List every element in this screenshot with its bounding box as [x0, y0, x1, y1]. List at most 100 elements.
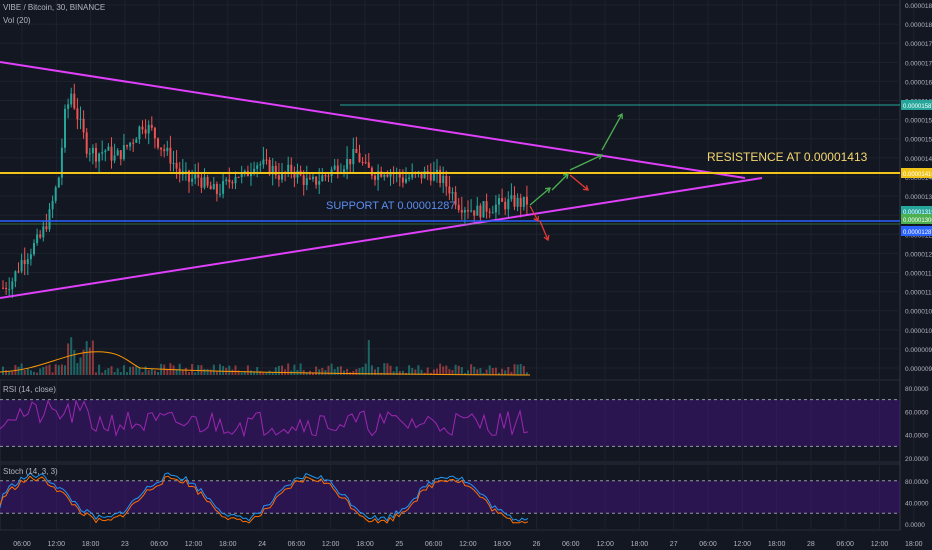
time-tick-label: 18:00	[356, 541, 374, 548]
candle-body	[206, 177, 209, 186]
volume-bar	[436, 368, 438, 375]
volume-bar	[467, 370, 469, 375]
candle-body	[116, 150, 119, 156]
candle-body	[367, 162, 370, 168]
candle-body	[352, 149, 355, 165]
rsi-pane[interactable]: 80.0000 60.0000 40.0000 20.0000	[0, 386, 929, 463]
price-badge	[901, 214, 932, 224]
volume-bar	[501, 368, 504, 375]
candle-body	[498, 198, 500, 205]
volume-bar	[364, 363, 367, 375]
stoch-k-line	[0, 472, 529, 522]
volume-bar	[491, 368, 494, 375]
volume-bar	[85, 341, 88, 375]
candle-body	[150, 124, 153, 128]
volume-bar	[315, 366, 318, 375]
volume-bar	[519, 363, 522, 375]
candle-body	[54, 187, 57, 201]
volume-bar	[494, 367, 497, 375]
time-tick-label: 28	[807, 541, 815, 548]
price-tick-label: 0.00000950	[905, 347, 932, 354]
volume-bar	[231, 369, 234, 375]
volume-bar	[212, 364, 215, 375]
candle-body	[361, 162, 364, 164]
volume-bar	[116, 368, 119, 375]
candle-body	[153, 127, 156, 139]
candle-body	[343, 169, 345, 172]
volume-bar	[222, 365, 225, 375]
volume-label: Vol (20)	[3, 16, 31, 25]
volume-ma-line	[0, 351, 531, 376]
price-badge	[901, 100, 932, 110]
candle-body	[95, 147, 97, 162]
candle-body	[308, 178, 311, 180]
volume-bar	[153, 370, 156, 375]
candle-body	[432, 171, 435, 181]
candle-body	[401, 177, 404, 183]
volume-bar	[370, 365, 373, 375]
volume-bar	[79, 357, 82, 375]
candle-body	[445, 175, 448, 187]
volume-bar	[439, 363, 442, 375]
price-axis[interactable]: 0.00001850 0.00001800 0.00001750 0.00001700…	[901, 3, 932, 373]
volume-bar	[126, 372, 128, 375]
time-tick-label: 06:00	[425, 541, 443, 548]
candle-body	[188, 170, 190, 182]
volume-bar	[14, 364, 17, 375]
candle-body	[132, 142, 135, 144]
volume-bar	[181, 369, 184, 375]
price-badge	[901, 206, 932, 216]
candle-body	[358, 152, 361, 163]
candle-body	[485, 201, 488, 212]
volume-bar	[262, 372, 265, 375]
volume-bar	[256, 367, 259, 375]
volume-bar	[448, 369, 451, 375]
time-tick-label: 12:00	[459, 541, 477, 548]
candle-body	[73, 93, 76, 109]
volume-bar	[33, 371, 35, 375]
volume-bar	[367, 340, 370, 375]
volume-bar	[197, 365, 200, 375]
candle-body	[442, 175, 445, 184]
candle-body	[377, 171, 380, 180]
time-tick-label: 06:00	[562, 541, 580, 548]
volume-bar	[48, 364, 51, 375]
drawing-overlays[interactable]	[0, 61, 900, 299]
candle-body	[451, 192, 454, 194]
candle-body	[318, 181, 321, 185]
volume-bar	[219, 364, 221, 375]
candlesticks[interactable]	[2, 83, 528, 299]
time-tick-label: 06:00	[699, 541, 717, 548]
candle-body	[408, 177, 411, 179]
candle-body	[513, 195, 516, 207]
candle-body	[91, 147, 94, 154]
candle-body	[333, 165, 336, 170]
candle-body	[70, 93, 73, 105]
price-tick-label: 0.00001750	[905, 41, 932, 48]
volume-bar	[454, 364, 457, 375]
volume-bar	[386, 363, 389, 375]
stoch-pane[interactable]: 80.0000 40.0000 0.0000	[0, 472, 929, 529]
time-axis[interactable]: 06:00 12:00 18:00 23 06:00 12:00 18:00 24 06:00 1…	[13, 541, 922, 548]
rsi-tick-label: 40.0000	[905, 433, 929, 440]
time-tick-label: 18:00	[219, 541, 237, 548]
volume-bar	[510, 371, 513, 375]
candle-body	[26, 259, 29, 265]
candle-body	[33, 243, 35, 255]
volume-bar	[417, 365, 420, 375]
time-tick-label: 23	[121, 541, 129, 548]
candle-body	[76, 108, 79, 120]
volume-bar	[98, 364, 101, 375]
volume-bar	[312, 372, 314, 375]
price-tick-label: 0.00001550	[905, 118, 932, 125]
candle-body	[119, 150, 122, 160]
candle-body	[383, 174, 386, 177]
volume-bar	[54, 364, 57, 375]
candle-body	[293, 171, 296, 178]
arrow-down-3	[569, 174, 589, 191]
volume-bar	[73, 350, 76, 375]
time-tick-label: 06:00	[150, 541, 168, 548]
candle-body	[253, 168, 256, 173]
volume-bar	[188, 372, 190, 375]
